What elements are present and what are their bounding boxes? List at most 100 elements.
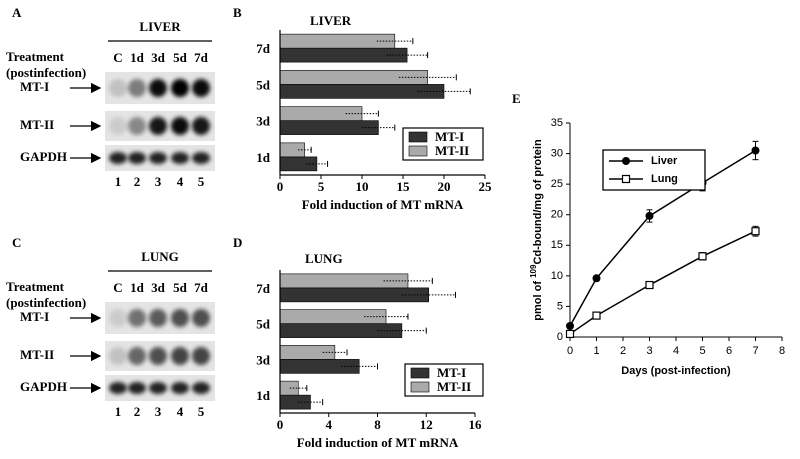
bar	[279, 287, 429, 303]
blot-band	[128, 152, 146, 164]
bar	[279, 156, 318, 172]
y-axis-label-part: Cd-bound/mg of protein	[532, 139, 544, 265]
y-axis-label-part: pmol of	[532, 278, 544, 321]
blot-band	[128, 79, 146, 97]
legend-swatch	[410, 367, 430, 379]
legend-label: Liver	[651, 155, 678, 167]
x-tick-label: 0	[277, 179, 284, 194]
lane-number: 2	[134, 404, 141, 419]
lane-label: 3d	[151, 50, 166, 65]
error-bar	[376, 38, 414, 45]
x-tick-label: 20	[438, 179, 451, 194]
error-bar	[298, 399, 324, 406]
legend-swatch	[408, 145, 428, 157]
x-tick-label: 4	[326, 417, 333, 432]
point	[698, 252, 707, 261]
blot-band	[149, 309, 167, 327]
blot-band	[149, 347, 167, 365]
bar	[279, 120, 379, 135]
blot-band	[192, 347, 210, 365]
error-bar	[289, 385, 308, 392]
error-bar	[401, 291, 456, 298]
y-tick-label: 20	[551, 209, 563, 221]
blot-band	[109, 79, 127, 97]
blot-title: LIVER	[139, 19, 181, 34]
error-bar	[345, 110, 379, 117]
panel-label: C	[12, 235, 21, 250]
blot-band	[171, 79, 189, 97]
x-tick-label: 8	[374, 417, 381, 432]
point	[751, 146, 760, 155]
y-tick-label: 10	[551, 270, 563, 282]
row-label: MT-II	[20, 347, 54, 362]
x-axis-label: Fold induction of MT mRNA	[302, 197, 464, 212]
point	[592, 274, 601, 283]
point	[645, 280, 654, 290]
panel-label: D	[233, 235, 242, 250]
x-tick-label: 8	[779, 345, 785, 357]
y-tick-label: 7d	[256, 281, 271, 296]
y-tick-label: 7d	[256, 41, 271, 56]
y-tick-label: 0	[557, 331, 563, 343]
lane-label: 1d	[130, 50, 145, 65]
blot-band	[128, 309, 146, 327]
blot-band	[109, 382, 127, 394]
blot-band	[109, 309, 127, 327]
x-tick-label: 6	[726, 345, 732, 357]
bar	[279, 273, 409, 289]
lane-number: 4	[177, 174, 184, 189]
x-tick-label: 1	[593, 345, 599, 357]
y-tick-label: 5	[557, 300, 563, 312]
blot-band	[171, 152, 189, 164]
lane-number: 1	[115, 404, 122, 419]
lane-number: 5	[198, 404, 205, 419]
error-bar	[383, 277, 433, 284]
y-tick-label: 35	[551, 117, 563, 129]
treatment-label: Treatment	[6, 49, 65, 64]
lane-label: C	[113, 50, 122, 65]
legend-swatch	[408, 131, 428, 143]
y-tick-label: 1d	[256, 388, 271, 403]
x-tick-label: 10	[356, 179, 369, 194]
bar	[279, 394, 311, 410]
blot-band	[149, 152, 167, 164]
chart-title: LIVER	[310, 13, 352, 28]
row-label: MT-I	[20, 79, 49, 94]
blot-band	[192, 152, 210, 164]
blot-band	[171, 347, 189, 365]
blot-band	[109, 117, 127, 135]
point	[566, 321, 574, 330]
lane-number: 4	[177, 404, 184, 419]
y-tick-label: 3d	[256, 352, 271, 367]
row-label: MT-II	[20, 117, 54, 132]
panel-label: B	[233, 5, 242, 20]
x-tick-label: 16	[469, 417, 483, 432]
y-tick-label: 30	[551, 147, 563, 159]
treatment-label: (postinfection)	[6, 65, 86, 80]
row-label: GAPDH	[20, 379, 67, 394]
x-tick-label: 15	[397, 179, 411, 194]
x-tick-label: 4	[673, 345, 679, 357]
lane-number: 1	[115, 174, 122, 189]
blot-band	[109, 347, 127, 365]
error-bar	[417, 88, 471, 95]
legend-box	[602, 149, 706, 191]
blot-band	[171, 309, 189, 327]
blot-band	[109, 152, 127, 164]
point	[751, 227, 760, 236]
legend-label: MT-I	[435, 129, 464, 144]
error-bar	[298, 146, 312, 153]
error-bar	[362, 124, 396, 131]
x-axis-label: Days (post-infection)	[621, 365, 731, 377]
lane-label: 5d	[173, 50, 188, 65]
x-tick-label: 12	[420, 417, 433, 432]
legend-label: MT-I	[437, 365, 466, 380]
y-tick-label: 1d	[256, 150, 271, 165]
error-bar	[377, 327, 427, 334]
y-tick-label: 15	[551, 239, 563, 251]
blot-band	[149, 79, 167, 97]
blot-band	[171, 117, 189, 135]
treatment-label: (postinfection)	[6, 295, 86, 310]
x-tick-label: 5	[699, 345, 705, 357]
